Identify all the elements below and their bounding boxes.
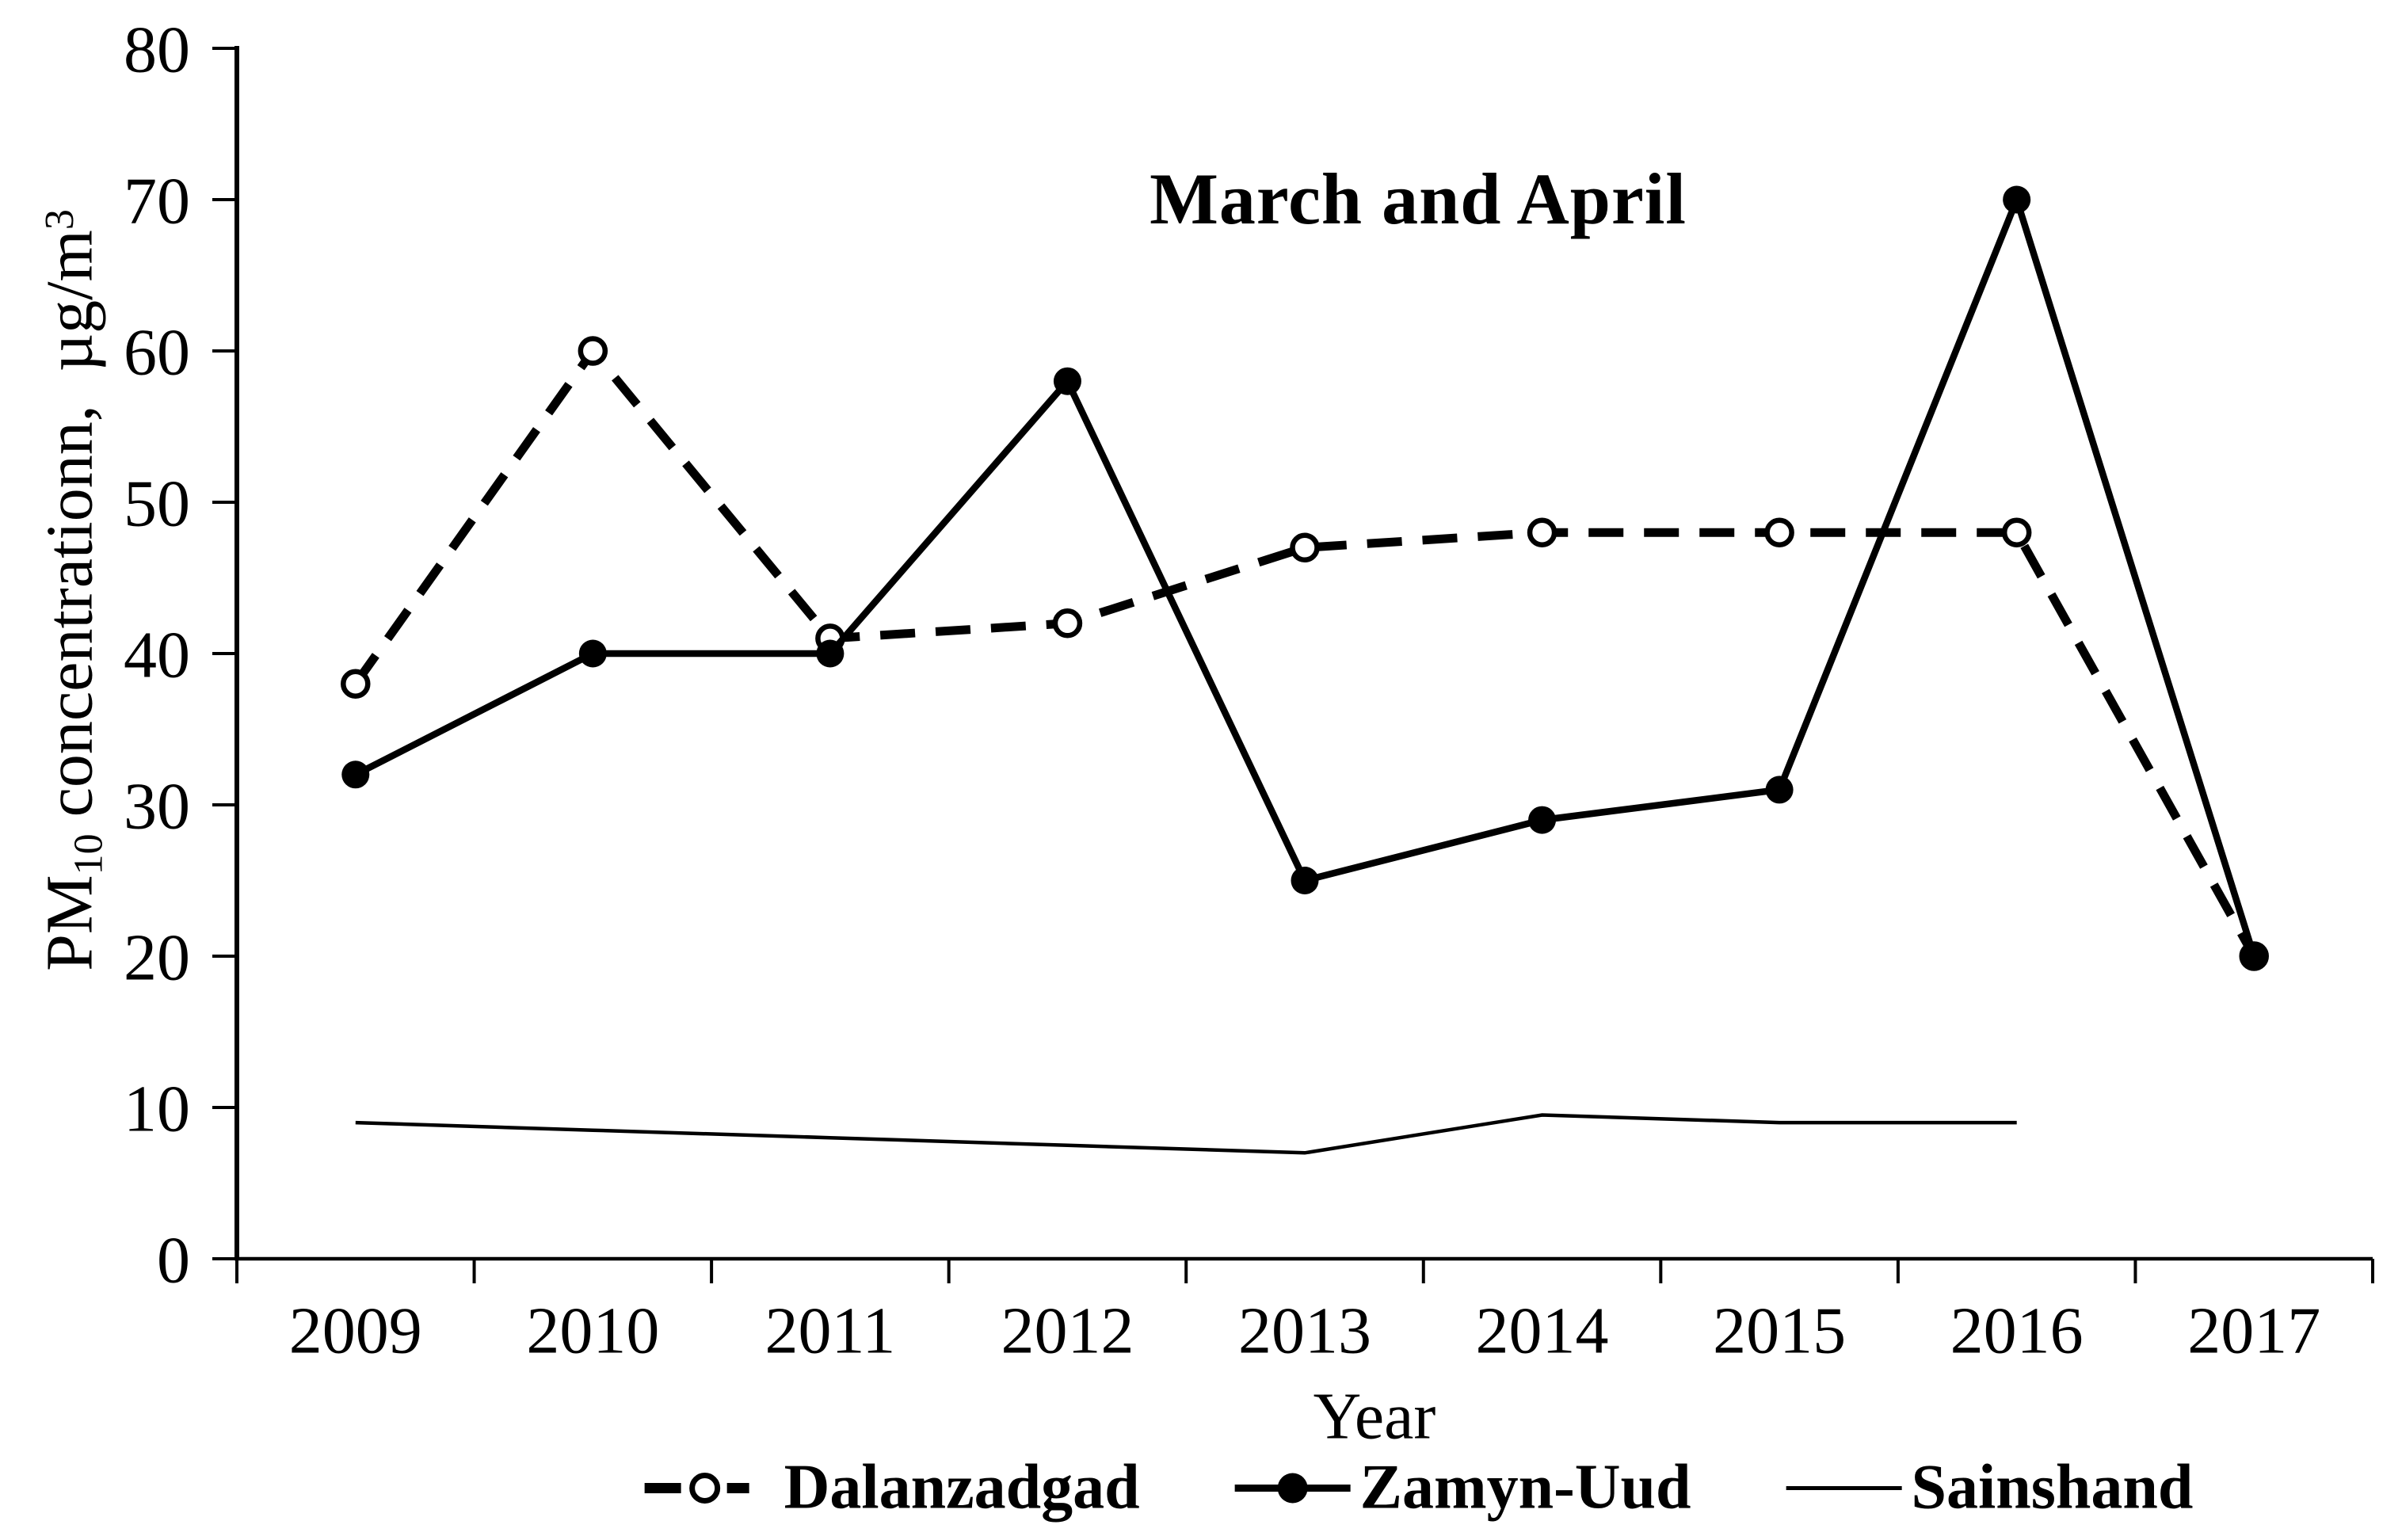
legend-item-sainshand: Sainshand <box>1785 1452 2194 1524</box>
data-point-zamyn-uud <box>1291 867 1319 894</box>
series-sainshand <box>355 1113 2017 1155</box>
x-tick-label: 2012 <box>1001 1294 1134 1367</box>
y-axis-title-superscript: 3 <box>37 209 83 231</box>
y-tick-label: 40 <box>124 618 190 692</box>
solid-filled-circle-icon <box>1234 1473 1351 1503</box>
y-tick-label: 0 <box>157 1223 190 1297</box>
y-tick-label: 70 <box>124 164 190 238</box>
thin-line-icon <box>1786 1485 1902 1490</box>
data-point-dalanzadgad <box>341 669 371 699</box>
data-point-dalanzadgad <box>578 336 608 366</box>
data-point-dalanzadgad <box>1527 517 1557 547</box>
dashed-open-circle-icon <box>644 1472 749 1504</box>
x-tick-label: 2016 <box>1950 1294 2084 1367</box>
data-point-zamyn-uud <box>1765 776 1794 804</box>
legend-label-zamyn-uud: Zamyn-Uud <box>1359 1452 1691 1523</box>
series-zamyn-uud <box>341 185 2268 970</box>
data-point-zamyn-uud <box>1528 806 1557 834</box>
y-tick-label: 50 <box>124 467 190 540</box>
legend-label-sainshand: Sainshand <box>1911 1452 2194 1523</box>
data-point-zamyn-uud <box>816 639 845 668</box>
legend: Dalanzadgad Zamyn-Uud Sainshand <box>643 1452 2194 1524</box>
data-point-dalanzadgad <box>1290 532 1320 563</box>
series-line-zamyn-uud <box>353 189 2258 958</box>
x-tick-label: 2017 <box>2187 1294 2320 1367</box>
y-axis-title-main: concentrationn, µg/m <box>32 230 107 834</box>
y-axis-title: PM10 concentrationn, µg/m3 <box>32 209 112 971</box>
x-tick-label: 2010 <box>526 1294 659 1367</box>
y-axis-title-prefix: PM <box>32 875 107 971</box>
y-tick-label: 30 <box>124 769 190 843</box>
y-axis: 0 10 20 30 40 50 60 70 80 <box>124 13 239 1297</box>
x-tick-label: 2011 <box>764 1294 895 1367</box>
data-point-zamyn-uud <box>2003 185 2031 214</box>
data-point-dalanzadgad <box>1764 517 1794 547</box>
legend-item-zamyn-uud: Zamyn-Uud <box>1233 1452 1691 1524</box>
series-line-sainshand <box>355 1113 2017 1155</box>
y-tick-label: 80 <box>124 13 190 86</box>
data-point-zamyn-uud <box>1053 367 1081 395</box>
data-point-dalanzadgad <box>2001 517 2032 547</box>
x-tick-label: 2015 <box>1713 1294 1846 1367</box>
data-point-zamyn-uud <box>578 639 607 668</box>
legend-label-dalanzadgad: Dalanzadgad <box>784 1452 1140 1523</box>
data-point-dalanzadgad <box>1052 608 1083 638</box>
legend-item-dalanzadgad: Dalanzadgad <box>643 1452 1140 1524</box>
x-axis-title: Year <box>1313 1379 1436 1454</box>
x-tick-label: 2014 <box>1476 1294 1609 1367</box>
x-tick-label: 2013 <box>1238 1294 1371 1367</box>
data-point-zamyn-uud <box>341 760 370 789</box>
x-axis: 2009 2010 2011 2012 2013 2014 2015 2016 2017 <box>234 1256 2374 1367</box>
y-axis-title-subscript: 10 <box>66 833 112 875</box>
x-tick-label: 2009 <box>289 1294 422 1367</box>
y-tick-label: 10 <box>124 1072 190 1145</box>
data-point-zamyn-uud <box>2240 942 2268 970</box>
y-tick-label: 20 <box>124 921 190 994</box>
chart-title: March and April <box>1150 158 1687 239</box>
series-line-dalanzadgad <box>352 343 2258 959</box>
y-tick-label: 60 <box>124 315 190 389</box>
